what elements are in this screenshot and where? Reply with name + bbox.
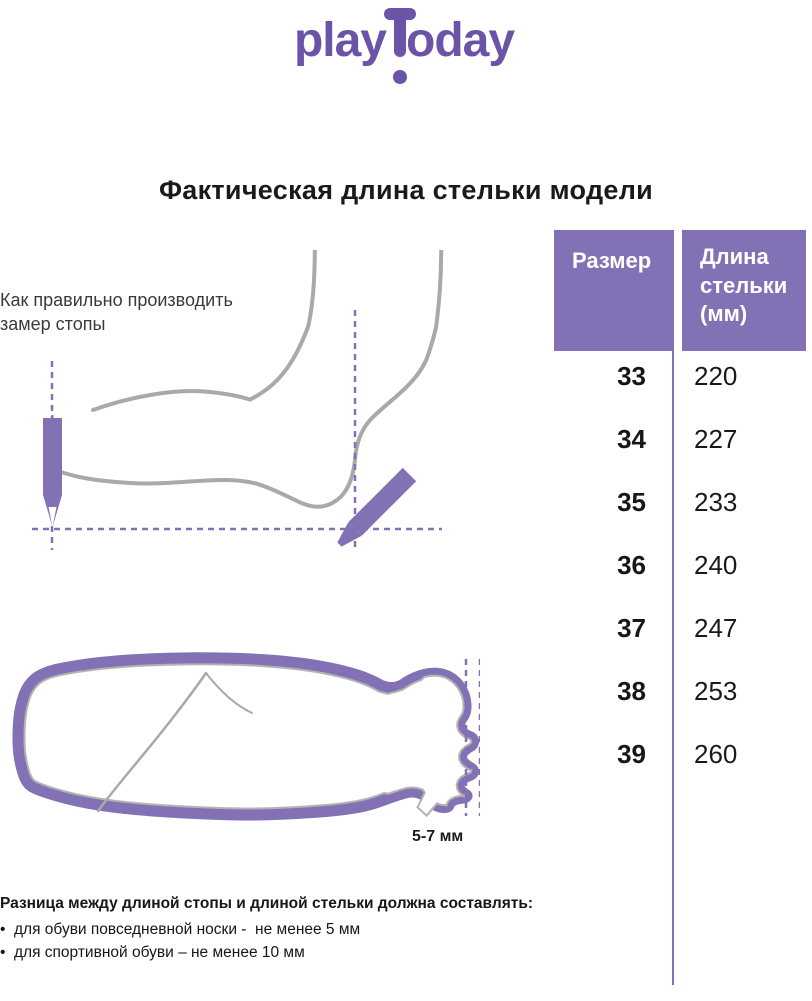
svg-text:oday: oday [406, 14, 515, 67]
svg-text:play: play [294, 14, 387, 67]
